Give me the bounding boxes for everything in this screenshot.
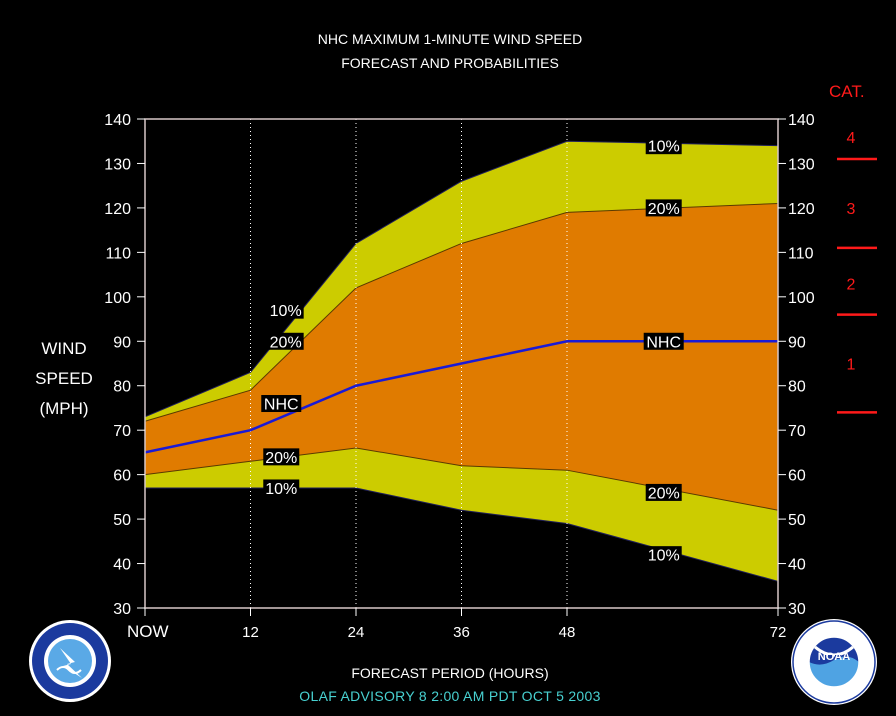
label-box-8 bbox=[645, 483, 682, 501]
category-label-4: 4 bbox=[847, 130, 856, 147]
category-label-3: 3 bbox=[847, 201, 856, 218]
y-tick-label-right-100: 100 bbox=[788, 290, 815, 307]
series-label-9: 10% bbox=[648, 548, 680, 565]
category-label-1: 1 bbox=[847, 357, 856, 374]
y-tick-label-right-120: 120 bbox=[788, 201, 815, 218]
label-box-6 bbox=[645, 199, 682, 217]
y-tick-label-right-80: 80 bbox=[788, 379, 806, 396]
x-axis-label: FORECAST PERIOD (HOURS) bbox=[351, 665, 549, 681]
noaa-logo-icon: NOAA bbox=[791, 619, 877, 705]
chart-title-line1: NHC MAXIMUM 1-MINUTE WIND SPEED bbox=[317, 31, 583, 47]
label-box-5 bbox=[645, 137, 682, 155]
y-tick-label-right-140: 140 bbox=[788, 112, 815, 129]
line-upper-10 bbox=[144, 140, 779, 418]
advisory-line: OLAF ADVISORY 8 2:00 AM PDT OCT 5 2003 bbox=[299, 688, 601, 704]
y-tick-label-right-40: 40 bbox=[788, 557, 806, 574]
label-box-9 bbox=[645, 546, 682, 564]
line-lower-10 bbox=[145, 487, 779, 582]
series-label-7: NHC bbox=[646, 334, 681, 351]
y-tick-label-right-60: 60 bbox=[788, 468, 806, 485]
series-label-0: 10% bbox=[270, 303, 302, 320]
y-tick-label-left-60: 60 bbox=[113, 468, 131, 485]
label-box-1 bbox=[267, 332, 304, 350]
series-label-2: NHC bbox=[264, 397, 299, 414]
series-label-4: 10% bbox=[265, 481, 297, 498]
category-label-2: 2 bbox=[847, 276, 856, 293]
y-tick-label-right-70: 70 bbox=[788, 423, 806, 440]
y-tick-label-left-120: 120 bbox=[104, 201, 131, 218]
category-header: CAT. bbox=[829, 82, 865, 101]
x-tick-label-NOW: NOW bbox=[127, 622, 169, 641]
label-box-7 bbox=[643, 332, 684, 350]
nhc-forecast-line bbox=[144, 340, 778, 454]
y-tick-label-left-70: 70 bbox=[113, 423, 131, 440]
y-tick-label-left-90: 90 bbox=[113, 334, 131, 351]
label-box-0 bbox=[267, 301, 304, 319]
x-tick-label-72: 72 bbox=[770, 624, 787, 641]
line-upper-20 bbox=[144, 202, 779, 422]
y-tick-label-left-130: 130 bbox=[104, 156, 131, 173]
y-tick-label-left-140: 140 bbox=[104, 112, 131, 129]
y-tick-label-left-30: 30 bbox=[113, 601, 131, 618]
y-axis-label-line1: WIND bbox=[41, 339, 87, 358]
y-tick-label-right-130: 130 bbox=[788, 156, 815, 173]
x-tick-label-48: 48 bbox=[559, 624, 576, 641]
series-label-5: 10% bbox=[648, 139, 680, 156]
nws-logo-icon bbox=[29, 620, 111, 702]
band-20-percent bbox=[145, 203, 778, 511]
line-lower-20 bbox=[144, 447, 779, 511]
series-label-3: 20% bbox=[265, 450, 297, 467]
label-box-2 bbox=[261, 395, 302, 413]
y-tick-label-left-40: 40 bbox=[113, 557, 131, 574]
y-tick-label-right-90: 90 bbox=[788, 334, 806, 351]
x-tick-label-36: 36 bbox=[453, 624, 470, 641]
label-box-4 bbox=[263, 479, 300, 497]
series-label-1: 20% bbox=[270, 334, 302, 351]
y-tick-label-left-50: 50 bbox=[113, 512, 131, 529]
y-tick-label-left-80: 80 bbox=[113, 379, 131, 396]
y-tick-label-right-110: 110 bbox=[788, 245, 814, 262]
y-tick-label-right-30: 30 bbox=[788, 601, 806, 618]
series-label-6: 20% bbox=[648, 201, 680, 218]
svg-text:NOAA: NOAA bbox=[818, 651, 850, 663]
y-tick-label-left-100: 100 bbox=[104, 290, 131, 307]
y-tick-label-right-50: 50 bbox=[788, 512, 806, 529]
x-tick-label-12: 12 bbox=[242, 624, 259, 641]
chart-title-line2: FORECAST AND PROBABILITIES bbox=[341, 55, 559, 71]
y-axis-label-line3: (MPH) bbox=[39, 399, 89, 418]
label-box-3 bbox=[263, 448, 300, 466]
y-tick-label-left-110: 110 bbox=[105, 245, 131, 262]
x-tick-label-24: 24 bbox=[348, 624, 365, 641]
y-axis-label-line2: SPEED bbox=[35, 369, 93, 388]
series-label-8: 20% bbox=[648, 485, 680, 502]
